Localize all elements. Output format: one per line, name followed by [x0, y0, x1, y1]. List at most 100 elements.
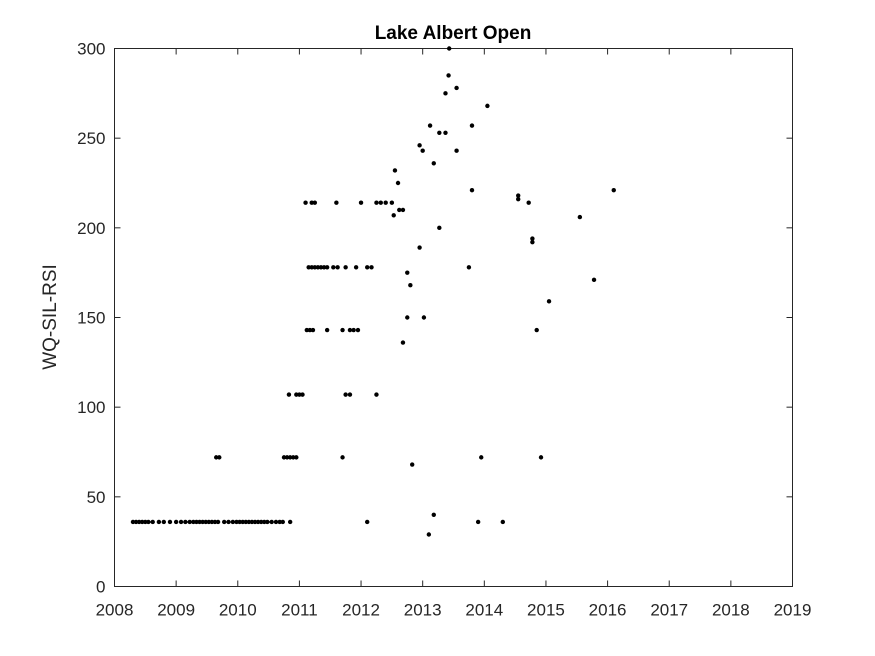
data-point — [143, 519, 148, 525]
data-point — [304, 327, 310, 333]
data-point — [334, 200, 339, 205]
x-tick-label: 2013 — [404, 601, 442, 620]
data-point — [340, 327, 345, 333]
data-point — [391, 213, 396, 218]
data-point — [255, 519, 261, 525]
y-tick-label: 250 — [77, 129, 105, 148]
y-axis: 0 50 100 150 200 250 300 — [77, 40, 793, 597]
data-point — [309, 200, 314, 205]
x-tick-label: 2018 — [712, 601, 750, 620]
data-point — [300, 392, 305, 397]
data-point — [281, 455, 287, 460]
data-point — [249, 519, 255, 525]
data-point — [454, 85, 459, 91]
data-point — [395, 180, 401, 186]
data-point — [534, 327, 539, 333]
data-point — [446, 73, 451, 78]
data-point — [443, 91, 448, 96]
data-point — [530, 236, 535, 241]
data-point — [400, 207, 406, 213]
data-point — [303, 200, 308, 205]
data-point — [230, 519, 236, 525]
data-point — [312, 200, 318, 205]
data-point — [269, 519, 274, 525]
data-point — [252, 519, 258, 525]
data-point — [309, 265, 314, 270]
data-point — [212, 519, 218, 525]
data-point — [294, 455, 299, 460]
data-point — [187, 519, 192, 525]
x-tick-label: 2011 — [281, 601, 318, 620]
data-point — [133, 519, 139, 525]
data-point — [130, 519, 136, 525]
data-point — [324, 327, 330, 333]
data-point — [343, 392, 348, 397]
data-point — [306, 265, 311, 270]
data-point — [237, 519, 242, 525]
data-point — [331, 265, 336, 270]
data-point — [469, 187, 475, 193]
data-point — [340, 455, 345, 460]
data-point — [431, 512, 436, 517]
data-point — [611, 187, 616, 193]
data-point — [526, 200, 531, 205]
x-tick-label: 2014 — [465, 601, 503, 620]
x-tick-label: 2009 — [157, 601, 195, 620]
data-point — [243, 519, 248, 525]
data-point — [347, 327, 353, 333]
data-point — [516, 193, 521, 198]
data-point — [475, 519, 481, 525]
x-tick-label: 2017 — [650, 601, 688, 620]
data-point — [358, 200, 364, 205]
data-point — [420, 148, 425, 153]
data-point — [312, 265, 318, 270]
data-point — [173, 519, 179, 525]
y-tick-label: 200 — [77, 219, 105, 238]
data-point — [410, 462, 415, 467]
data-point — [277, 519, 282, 525]
data-point — [591, 277, 597, 283]
data-point — [217, 455, 222, 460]
data-point — [374, 392, 379, 397]
data-point — [203, 519, 208, 525]
data-point — [374, 200, 379, 205]
x-tick-label: 2015 — [527, 601, 565, 620]
data-point — [318, 265, 324, 270]
data-point — [234, 519, 239, 525]
data-point — [408, 283, 413, 288]
data-point — [369, 265, 374, 270]
data-point — [200, 519, 205, 525]
data-point — [500, 519, 506, 525]
data-point — [437, 225, 442, 231]
data-point — [294, 392, 299, 397]
data-point — [287, 519, 293, 525]
data-point — [315, 265, 321, 270]
data-point — [392, 168, 398, 173]
data-point — [262, 519, 267, 525]
data-point — [215, 519, 221, 525]
data-point — [417, 143, 422, 148]
y-axis-label: WQ-SIL-RSI — [40, 264, 61, 370]
data-point — [140, 519, 145, 525]
data-point — [437, 130, 442, 135]
data-point — [206, 519, 212, 525]
data-point — [397, 207, 402, 213]
data-point — [421, 315, 427, 320]
data-point — [161, 519, 167, 525]
data-point — [417, 245, 422, 250]
data-point — [197, 519, 202, 525]
x-tick-label: 2010 — [219, 601, 257, 620]
chart-title: Lake Albert Open — [375, 23, 532, 44]
data-point — [389, 200, 395, 205]
data-point — [351, 327, 356, 333]
data-point — [226, 519, 231, 525]
data-point — [546, 299, 552, 304]
x-tick-label: 2012 — [342, 601, 380, 620]
data-point — [347, 392, 353, 397]
data-point — [307, 327, 313, 333]
data-point — [183, 519, 188, 525]
data-point — [485, 103, 490, 109]
data-point — [156, 519, 162, 525]
y-tick-label: 300 — [77, 40, 105, 59]
data-point — [466, 265, 472, 270]
